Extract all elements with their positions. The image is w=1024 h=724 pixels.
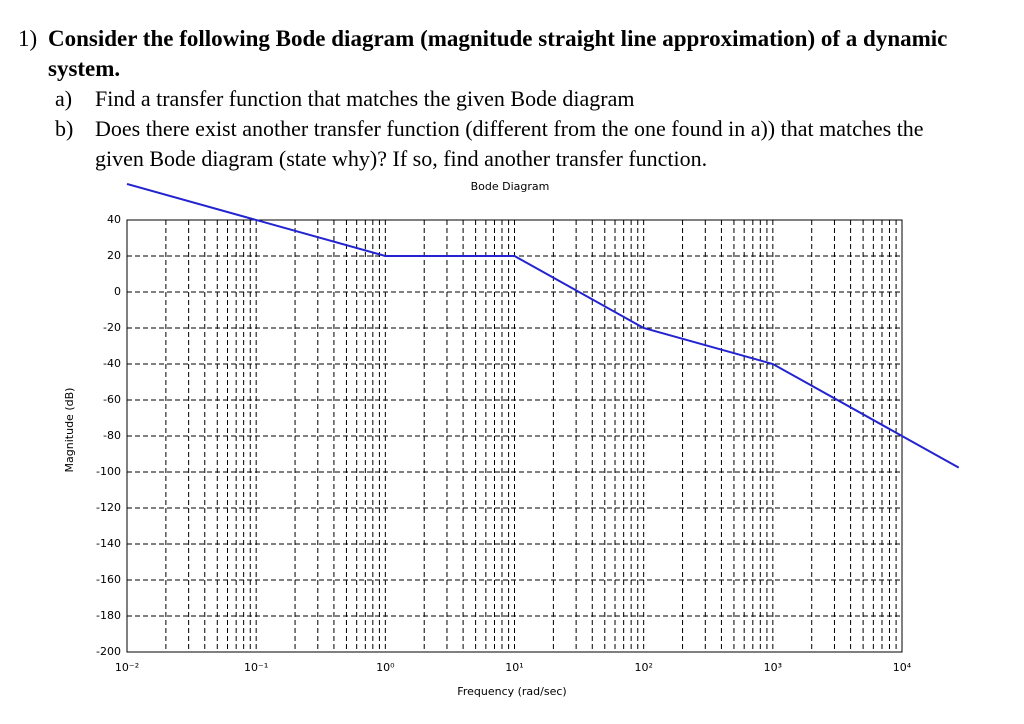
question-text: Consider the following Bode diagram (mag…	[48, 26, 948, 81]
item-text: Find a transfer function that matches th…	[95, 86, 635, 111]
y-tick-label: -160	[96, 573, 121, 586]
y-tick-label: -140	[96, 537, 121, 550]
item-label: b)	[55, 116, 74, 141]
x-tick-label: 10⁻¹	[244, 661, 268, 674]
x-tick-label: 10⁴	[893, 661, 912, 674]
x-tick-label: 10²	[634, 661, 652, 674]
y-tick-label: -80	[103, 429, 121, 442]
x-tick-label: 10¹	[505, 661, 523, 674]
y-tick-label: -40	[103, 357, 121, 370]
item-text: Does there exist another transfer functi…	[95, 116, 924, 171]
y-tick-label: -180	[96, 609, 121, 622]
y-tick-label: 20	[107, 249, 121, 262]
x-tick-label: 10⁰	[376, 661, 395, 674]
x-tick-label: 10⁻²	[115, 661, 139, 674]
question-number: 1)	[18, 26, 38, 51]
y-tick-label: -20	[103, 321, 121, 334]
x-tick-label: 10³	[764, 661, 782, 674]
y-tick-label: -100	[96, 465, 121, 478]
chart-title: Bode Diagram	[471, 180, 550, 193]
y-tick-label: -60	[103, 393, 121, 406]
y-axis-label: Magnitude (dB)	[63, 388, 76, 473]
item-label: a)	[55, 86, 73, 111]
y-tick-label: 40	[107, 213, 121, 226]
y-tick-label: 0	[114, 285, 121, 298]
y-tick-label: -120	[96, 501, 121, 514]
y-tick-label: -200	[96, 645, 121, 658]
x-axis-label: Frequency (rad/sec)	[457, 685, 566, 698]
line-series	[126, 183, 960, 469]
